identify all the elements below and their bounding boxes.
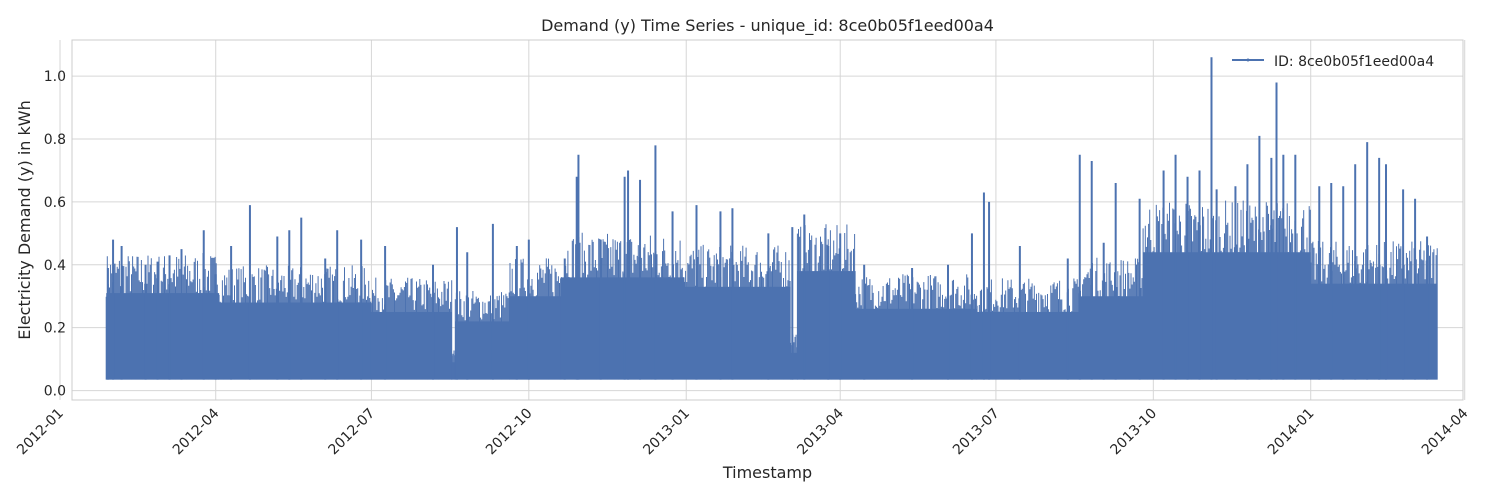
series-spikes — [560, 232, 684, 380]
x-tick-label: 2012-07 — [326, 406, 379, 459]
x-tick-label: 2012-04 — [170, 405, 223, 458]
series-spikes — [1142, 200, 1311, 380]
x-axis-title: Timestamp — [722, 463, 812, 482]
x-tick-label: 2012-10 — [483, 406, 536, 459]
y-tick-labels: 0.0 0.2 0.4 0.6 0.8 1.0 — [44, 69, 66, 399]
y-tick-label: 1.0 — [44, 69, 66, 85]
series-spikes — [370, 277, 453, 380]
legend-label: ID: 8ce0b05f1eed00a4 — [1274, 54, 1434, 70]
x-tick-label: 2013-10 — [1107, 406, 1160, 459]
x-tick-label: 2014-01 — [1265, 406, 1318, 459]
series-spikes — [218, 265, 372, 380]
y-tick-label: 0.8 — [44, 132, 66, 148]
series-area — [105, 57, 1438, 380]
series-spikes — [509, 258, 562, 380]
y-tick-label: 0.0 — [44, 384, 66, 400]
y-tick-label: 0.4 — [44, 258, 66, 274]
chart-title: Demand (y) Time Series - unique_id: 8ce0… — [541, 16, 994, 36]
x-tick-label: 2012-01 — [14, 406, 67, 459]
x-tick-labels: 2012-01 2012-04 2012-07 2012-10 2013-01 2013-… — [14, 405, 1471, 458]
legend: ID: 8ce0b05f1eed00a4 — [1232, 54, 1434, 70]
series-spikes — [105, 253, 219, 380]
legend-marker — [1246, 58, 1250, 62]
y-tick-label: 0.2 — [44, 321, 66, 337]
series-spikes — [976, 278, 1081, 380]
y-tick-label: 0.6 — [44, 195, 66, 211]
x-tick-label: 2013-01 — [640, 406, 693, 459]
x-tick-label: 2013-04 — [794, 405, 847, 458]
series-spikes — [451, 350, 456, 380]
x-tick-label: 2014-04 — [1419, 405, 1472, 458]
series-spikes — [796, 224, 856, 380]
x-tick-label: 2013-07 — [950, 406, 1003, 459]
plot-frame — [71, 39, 1464, 401]
series-spikes — [684, 244, 791, 380]
series-spikes — [855, 274, 978, 380]
y-axis-title: Electricity Demand (y) in kWh — [15, 100, 34, 339]
